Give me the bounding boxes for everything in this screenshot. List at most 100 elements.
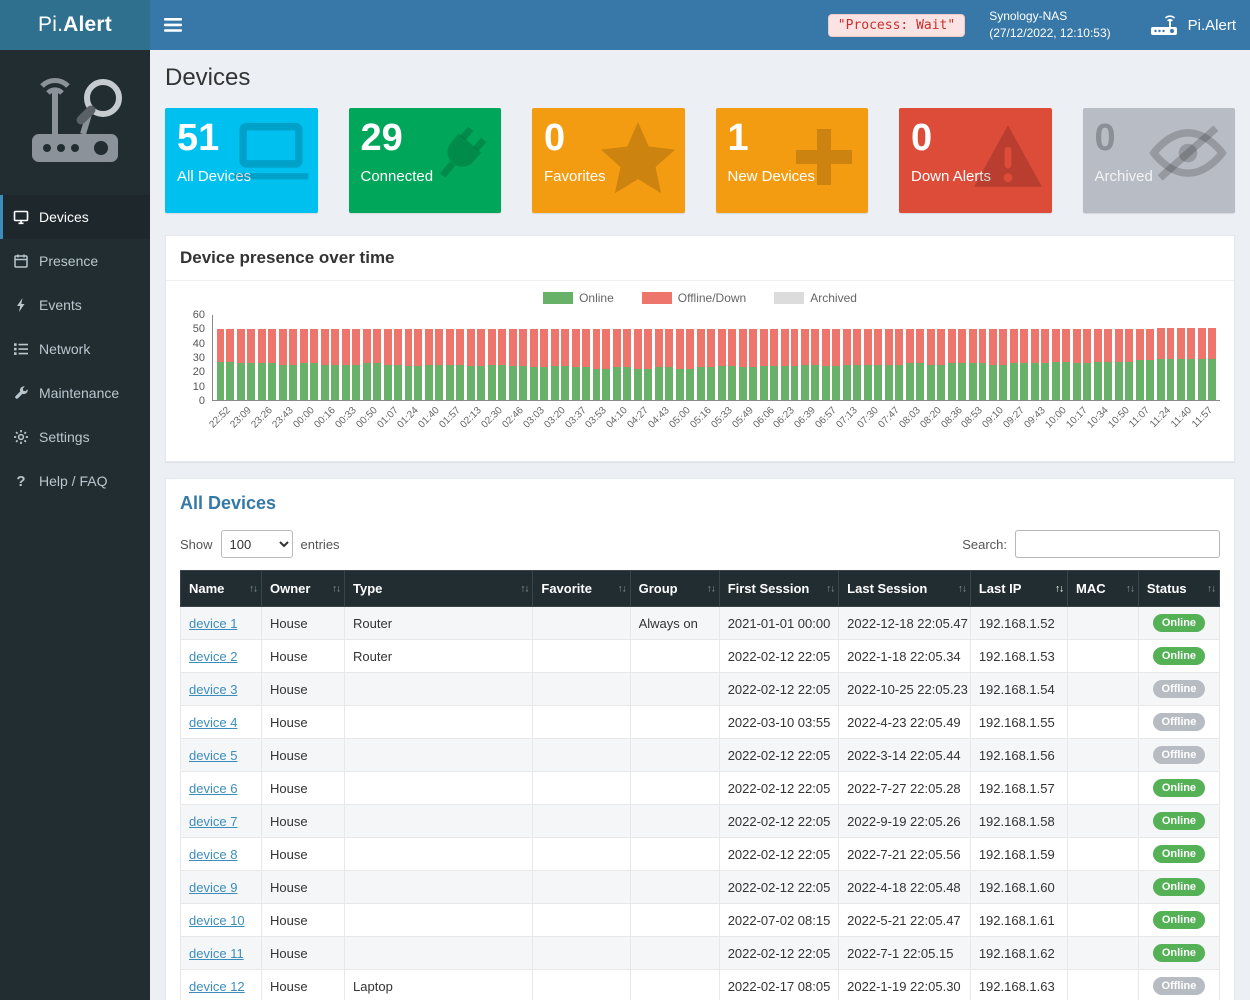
chart-bar <box>279 315 288 400</box>
device-link[interactable]: device 11 <box>189 945 244 961</box>
chart-bar <box>341 315 350 400</box>
cell-last-ip: 192.168.1.59 <box>969 837 1069 871</box>
chart-bar <box>1145 315 1154 400</box>
chart-bars <box>212 315 1220 401</box>
column-header-mac[interactable]: MAC ↑↓ <box>1067 570 1139 607</box>
hamburger-icon <box>164 18 182 32</box>
cell-status: Online <box>1137 804 1221 838</box>
sort-icon[interactable]: ↑↓ <box>617 583 627 594</box>
device-link[interactable]: device 2 <box>189 648 238 664</box>
presence-chart-panel: Device presence over time Online Offline/… <box>165 235 1235 462</box>
cell-type <box>344 870 534 904</box>
status-badge: Online <box>1152 614 1205 632</box>
card-new-devices[interactable]: 1 New Devices <box>715 108 868 213</box>
sidebar-item-help[interactable]: ? Help / FAQ <box>0 459 150 503</box>
card-archived[interactable]: 0 Archived <box>1082 108 1235 213</box>
cell-mac <box>1067 804 1139 838</box>
column-header-group[interactable]: Group ↑↓ <box>629 570 720 607</box>
legend-label: Archived <box>810 291 857 305</box>
device-link[interactable]: device 4 <box>189 714 238 730</box>
sort-icon[interactable]: ↑↓ <box>1207 583 1216 594</box>
device-link[interactable]: device 3 <box>189 681 238 697</box>
navbar-brand[interactable]: Pi.Alert <box>1149 13 1236 37</box>
card-all-devices[interactable]: 51 All Devices <box>165 108 318 213</box>
card-label: New Devices <box>727 167 816 185</box>
device-link[interactable]: device 6 <box>189 780 238 796</box>
cell-name: device 5 <box>180 738 262 772</box>
device-link[interactable]: device 10 <box>189 912 245 928</box>
app-logo[interactable]: Pi. Alert <box>0 0 150 50</box>
chart-bar <box>936 315 945 400</box>
cell-first-session: 2022-02-12 22:05 <box>718 804 840 838</box>
chart-bar <box>905 315 914 400</box>
column-header-last-ip[interactable]: Last IP ↑↓ <box>969 570 1069 607</box>
all-devices-panel: All Devices Show 100 entries Search: Nam… <box>165 478 1235 1000</box>
device-link[interactable]: device 9 <box>189 879 238 895</box>
cell-type <box>344 903 534 937</box>
y-tick-label: 50 <box>192 323 205 336</box>
cell-first-session: 2022-03-10 03:55 <box>718 705 840 739</box>
cell-mac <box>1067 870 1139 904</box>
cell-last-session: 2022-10-25 22:05.23 <box>838 672 971 706</box>
card-down-alerts[interactable]: 0 Down Alerts <box>899 108 1052 213</box>
device-link[interactable]: device 12 <box>189 978 245 994</box>
sort-icon[interactable]: ↑↓ <box>1125 583 1135 594</box>
sidebar-item-settings[interactable]: Settings <box>0 415 150 459</box>
column-header-type[interactable]: Type ↑↓ <box>344 570 534 607</box>
chart-bar <box>1156 315 1165 400</box>
cell-last-ip: 192.168.1.62 <box>969 936 1069 970</box>
chart-bar <box>738 315 747 400</box>
chart-bar <box>915 315 924 400</box>
sidebar-item-network[interactable]: Network <box>0 327 150 371</box>
device-link[interactable]: device 7 <box>189 813 238 829</box>
sort-icon[interactable]: ↑↓ <box>520 583 529 594</box>
column-header-owner[interactable]: Owner ↑↓ <box>260 570 346 607</box>
column-header-name[interactable]: Name ↑↓ <box>180 570 262 607</box>
sidebar-item-events[interactable]: Events <box>0 283 150 327</box>
cell-owner: House <box>260 771 346 805</box>
column-header-status[interactable]: Status ↑↓ <box>1137 570 1221 607</box>
sidebar-item-maintenance[interactable]: Maintenance <box>0 371 150 415</box>
status-badge: Online <box>1152 779 1205 797</box>
laptop-icon <box>230 122 312 189</box>
column-header-favorite[interactable]: Favorite ↑↓ <box>532 570 631 607</box>
sidebar-item-devices[interactable]: Devices <box>0 195 150 239</box>
device-link[interactable]: device 1 <box>189 615 238 631</box>
cell-last-ip: 192.168.1.60 <box>969 870 1069 904</box>
sort-icon[interactable]: ↑↓ <box>706 583 716 594</box>
table-row: device 10 House 2022-07-02 08:15 2022-5-21 … <box>180 903 1221 937</box>
sort-icon[interactable]: ↑↓ <box>1055 583 1064 594</box>
app-logo-suffix: Alert <box>63 13 112 36</box>
chart-bar <box>1124 315 1133 400</box>
sidebar-item-label: Presence <box>39 253 99 269</box>
sort-icon[interactable]: ↑↓ <box>957 583 967 594</box>
device-link[interactable]: device 5 <box>189 747 238 763</box>
sort-icon[interactable]: ↑↓ <box>826 583 835 594</box>
column-header-first-session[interactable]: First Session ↑↓ <box>718 570 840 607</box>
x-tick-label: 22:52 <box>207 405 234 431</box>
chart-bar-group <box>675 315 696 400</box>
device-link[interactable]: device 8 <box>189 846 238 862</box>
chart-bar-group <box>758 315 779 400</box>
cell-name: device 2 <box>180 639 262 673</box>
chart-bar <box>957 315 966 400</box>
cell-last-session: 2022-1-18 22:05.34 <box>838 639 971 673</box>
cell-owner: House <box>260 969 346 1000</box>
chart-bar-group <box>800 315 821 400</box>
search-input[interactable] <box>1015 530 1220 558</box>
page-length-select[interactable]: 100 <box>220 530 293 558</box>
cell-group <box>629 870 720 904</box>
cell-status: Online <box>1137 639 1221 673</box>
sort-icon[interactable]: ↑↓ <box>332 583 341 594</box>
card-favorites[interactable]: 0 Favorites <box>532 108 685 213</box>
sidebar-toggle-button[interactable] <box>150 0 196 50</box>
network-icon <box>14 343 28 355</box>
cell-favorite <box>532 936 631 970</box>
cell-name: device 6 <box>180 771 262 805</box>
card-connected[interactable]: 29 Connected <box>348 108 501 213</box>
sidebar-item-presence[interactable]: Presence <box>0 239 150 283</box>
column-header-last-session[interactable]: Last Session ↑↓ <box>838 570 971 607</box>
chart-bar-group <box>466 315 487 400</box>
chart-bar <box>686 315 694 400</box>
sort-icon[interactable]: ↑↓ <box>249 583 258 594</box>
